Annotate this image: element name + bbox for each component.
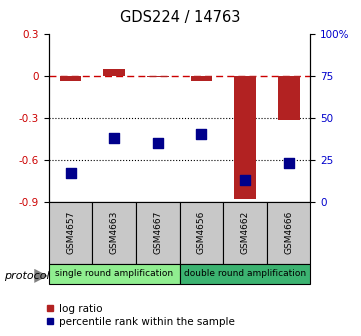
Text: GSM4657: GSM4657 bbox=[66, 211, 75, 254]
Text: GSM4662: GSM4662 bbox=[240, 211, 249, 254]
Bar bbox=[223, 202, 267, 264]
Polygon shape bbox=[34, 269, 48, 283]
Text: protocol: protocol bbox=[4, 271, 49, 281]
Point bbox=[155, 140, 161, 145]
Text: single round amplification: single round amplification bbox=[55, 269, 173, 278]
Bar bbox=[147, 76, 169, 77]
Text: GDS224 / 14763: GDS224 / 14763 bbox=[120, 10, 241, 25]
Legend: log ratio, percentile rank within the sample: log ratio, percentile rank within the sa… bbox=[41, 299, 239, 331]
Bar bbox=[179, 202, 223, 264]
Bar bbox=[49, 264, 179, 284]
Bar bbox=[92, 202, 136, 264]
Bar bbox=[136, 202, 179, 264]
Point bbox=[242, 177, 248, 182]
Bar bbox=[191, 76, 212, 81]
Point bbox=[286, 160, 292, 166]
Bar bbox=[179, 264, 310, 284]
Point bbox=[199, 132, 204, 137]
Point bbox=[111, 135, 117, 140]
Bar bbox=[278, 76, 300, 120]
Text: GSM4666: GSM4666 bbox=[284, 211, 293, 254]
Bar bbox=[103, 69, 125, 76]
Point bbox=[68, 170, 73, 176]
Text: GSM4663: GSM4663 bbox=[110, 211, 119, 254]
Bar bbox=[49, 202, 92, 264]
Bar bbox=[234, 76, 256, 199]
Text: double round amplification: double round amplification bbox=[184, 269, 306, 278]
Bar bbox=[60, 76, 82, 81]
Text: GSM4667: GSM4667 bbox=[153, 211, 162, 254]
Text: GSM4656: GSM4656 bbox=[197, 211, 206, 254]
Bar bbox=[267, 202, 310, 264]
